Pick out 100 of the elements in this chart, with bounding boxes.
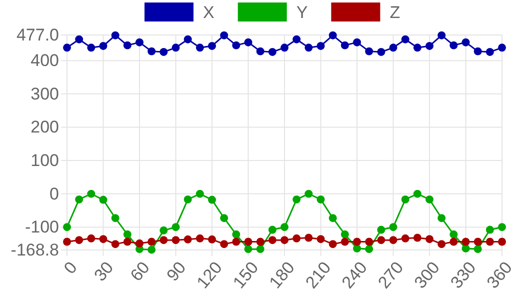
point — [172, 223, 180, 232]
point — [136, 239, 144, 248]
point — [256, 238, 264, 246]
x-tick-label: 210 — [302, 258, 335, 292]
point — [328, 214, 337, 222]
point — [280, 44, 288, 52]
point — [474, 245, 482, 254]
point — [172, 236, 180, 244]
point — [280, 236, 288, 244]
point — [111, 240, 120, 248]
point — [474, 47, 482, 56]
point — [256, 47, 264, 56]
point — [426, 235, 434, 244]
point — [87, 190, 96, 198]
point — [438, 214, 446, 222]
point — [316, 42, 325, 50]
point — [498, 238, 506, 246]
x-tick-label: 180 — [266, 258, 298, 292]
legend-label: Y — [296, 2, 308, 22]
point — [208, 42, 216, 50]
point — [75, 236, 84, 244]
point — [196, 44, 204, 52]
point — [377, 48, 386, 56]
x-tick-label: 30 — [90, 258, 118, 285]
point — [160, 226, 168, 234]
point — [328, 240, 337, 248]
point — [389, 44, 398, 52]
point — [401, 35, 410, 44]
x-tick-label: 150 — [229, 258, 262, 292]
point — [462, 238, 470, 246]
y-tick-label: -100 — [24, 218, 59, 237]
point — [316, 195, 325, 204]
y-tick-label: 300 — [30, 84, 59, 104]
point — [426, 42, 434, 50]
point — [196, 234, 204, 242]
point — [268, 226, 276, 234]
point — [148, 47, 156, 56]
point — [172, 44, 180, 52]
point — [99, 196, 108, 204]
point — [377, 226, 386, 234]
point — [450, 41, 458, 50]
x-tick-label: 270 — [374, 258, 408, 292]
point — [75, 35, 84, 44]
point — [365, 245, 374, 254]
point — [426, 195, 434, 204]
point — [340, 238, 349, 246]
point — [498, 44, 506, 52]
point — [220, 240, 228, 248]
point — [63, 44, 71, 52]
point — [160, 48, 168, 56]
point — [184, 235, 192, 244]
point — [268, 236, 276, 244]
point — [256, 245, 264, 254]
y-tick-label: 400 — [30, 51, 59, 70]
legend-label: X — [203, 2, 214, 22]
point — [232, 41, 240, 50]
point — [292, 234, 301, 242]
point — [292, 195, 301, 204]
point — [413, 190, 422, 198]
point — [111, 31, 120, 40]
point — [474, 238, 482, 246]
point — [196, 190, 204, 198]
point — [413, 234, 422, 242]
point — [136, 38, 144, 46]
point — [232, 238, 240, 246]
point — [340, 230, 349, 238]
point — [413, 44, 422, 52]
point — [304, 190, 313, 198]
point — [75, 195, 84, 204]
point — [244, 38, 252, 46]
point — [498, 223, 506, 232]
point — [450, 238, 458, 246]
point — [486, 238, 494, 246]
point — [328, 31, 337, 40]
point — [280, 223, 288, 232]
point — [99, 42, 108, 50]
y-tick-label: 477.0 — [16, 25, 59, 44]
point — [450, 230, 458, 238]
point — [389, 223, 398, 232]
point — [63, 238, 71, 246]
point — [148, 238, 156, 246]
point — [401, 234, 410, 242]
x-tick-label: 330 — [446, 258, 480, 292]
point — [160, 236, 168, 244]
y-tick-label: 200 — [30, 118, 59, 137]
point — [184, 35, 192, 44]
point — [438, 240, 446, 248]
point — [365, 238, 374, 246]
x-tick-label: 90 — [162, 258, 190, 285]
x-tick-label: 120 — [193, 258, 226, 292]
point — [111, 214, 120, 222]
x-tick-label: 240 — [338, 258, 371, 292]
x-tick-label: 360 — [483, 258, 516, 292]
point — [486, 226, 494, 234]
point — [389, 236, 398, 244]
point — [123, 238, 132, 246]
legend-label: Z — [390, 2, 400, 22]
point — [353, 244, 361, 252]
point — [353, 238, 361, 246]
point — [123, 41, 132, 50]
